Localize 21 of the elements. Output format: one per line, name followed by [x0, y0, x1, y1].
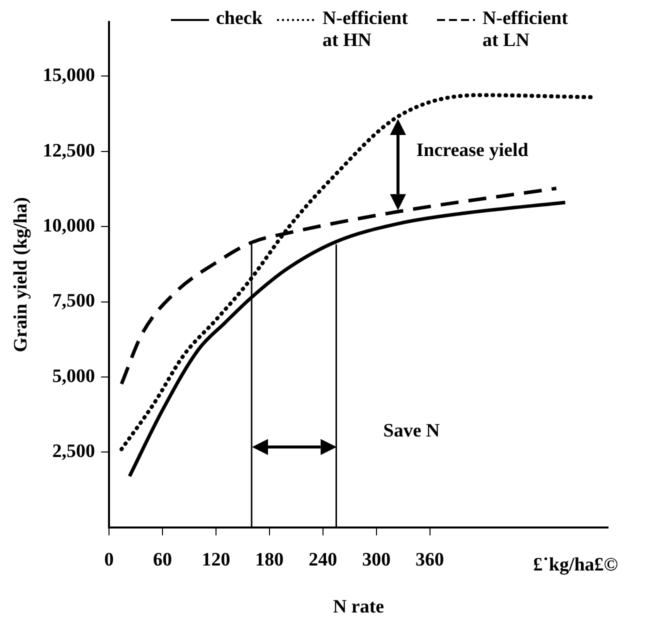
y-tick-label: 12,500 [42, 140, 96, 162]
y-tick-label: 5,000 [52, 366, 96, 387]
x-axis-title: N rate [332, 596, 384, 618]
legend-label: check [216, 8, 262, 30]
x-tick-label: 360 [416, 550, 444, 571]
y-axis-title: Grain yield (kg/ha) [10, 197, 32, 352]
x-tick-label: 120 [202, 550, 230, 571]
annotation: Save N [383, 420, 440, 442]
x-tick-label: 180 [255, 550, 284, 571]
y-tick-label: 15,000 [42, 65, 96, 86]
legend-label: N-efficient at HN [322, 8, 409, 52]
x-tick-label: 0 [104, 550, 114, 571]
text: £˙kg/ha£© [533, 554, 618, 576]
y-tick-label: 10,000 [42, 215, 96, 236]
x-tick-label: 60 [153, 550, 172, 571]
x-tick-label: 240 [308, 550, 338, 571]
legend-label: N-efficient at LN [482, 8, 569, 52]
y-tick-label: 2,500 [52, 441, 96, 462]
y-tick-label: 7,500 [52, 290, 96, 312]
x-tick-label: 300 [362, 550, 391, 571]
annotation: Increase yield [416, 140, 529, 161]
